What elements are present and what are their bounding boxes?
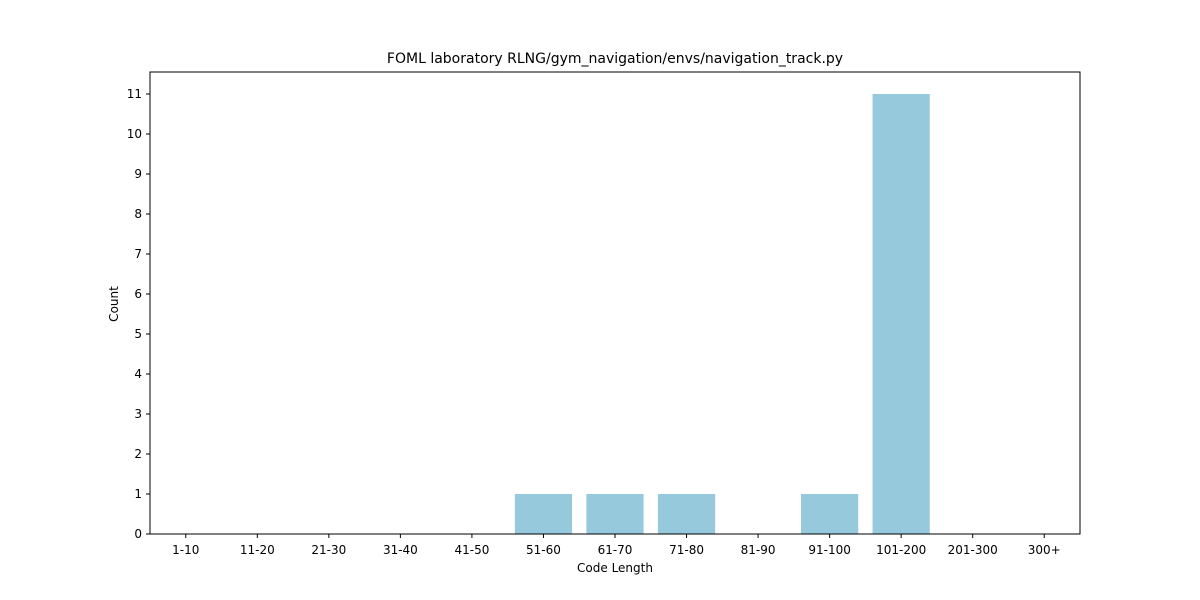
- x-tick-label: 41-50: [454, 543, 489, 557]
- y-tick-label: 5: [134, 327, 142, 341]
- y-tick-label: 1: [134, 487, 142, 501]
- x-tick-label: 31-40: [383, 543, 418, 557]
- y-tick-label: 10: [127, 127, 142, 141]
- bar-71-80: [657, 494, 716, 534]
- bar-91-100: [801, 494, 859, 534]
- y-tick-label: 2: [134, 447, 142, 461]
- x-axis-ticks: 1-10 11-20 21-30 31-40 41-50 51-60 61-70 71-80 8…: [172, 534, 1061, 557]
- x-tick-label: 81-90: [741, 543, 776, 557]
- x-tick-label: 300+: [1028, 543, 1061, 557]
- y-axis-label: Count: [107, 286, 121, 322]
- x-tick-label: 201-300: [948, 543, 998, 557]
- y-tick-label: 11: [127, 87, 142, 101]
- x-tick-label: 61-70: [598, 543, 633, 557]
- y-tick-label: 3: [134, 407, 142, 421]
- y-tick-label: 0: [134, 527, 142, 541]
- x-tick-label: 1-10: [172, 543, 199, 557]
- chart-title: FOML laboratory RLNG/gym_navigation/envs…: [387, 51, 843, 67]
- y-axis-ticks: 0 1 2 3 4 5 6 7 8 9 10 11: [127, 87, 150, 541]
- y-tick-label: 6: [134, 287, 142, 301]
- bars-group: [514, 94, 930, 534]
- x-tick-label: 71-80: [669, 543, 704, 557]
- plot-frame: [149, 71, 1081, 535]
- x-tick-label: 21-30: [311, 543, 346, 557]
- y-tick-label: 7: [134, 247, 142, 261]
- x-tick-label: 51-60: [526, 543, 561, 557]
- x-axis-label: Code Length: [577, 561, 653, 575]
- bar-51-60: [514, 494, 573, 534]
- x-tick-label: 101-200: [876, 543, 926, 557]
- y-tick-label: 8: [134, 207, 142, 221]
- x-tick-label: 11-20: [240, 543, 275, 557]
- bar-101-200: [872, 94, 930, 534]
- bar-61-70: [586, 494, 644, 534]
- y-tick-label: 9: [134, 167, 142, 181]
- y-tick-label: 4: [134, 367, 142, 381]
- x-tick-label: 91-100: [808, 543, 851, 557]
